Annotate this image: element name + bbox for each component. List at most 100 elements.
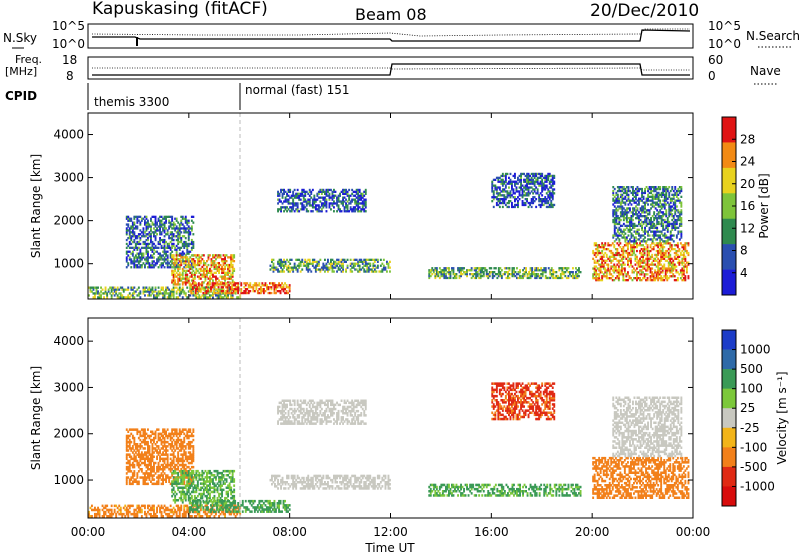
power-echo-cell	[169, 215, 172, 218]
power-echo-cell	[171, 227, 174, 230]
power-echo-cell	[186, 279, 189, 282]
power-echo-cell	[159, 292, 161, 295]
power-echo-cell	[533, 184, 536, 187]
power-echo-cell	[128, 231, 131, 234]
power-echo-cell	[659, 230, 662, 233]
power-echo-cell	[681, 246, 684, 249]
velocity-echo-cell	[153, 515, 155, 518]
power-echo-cell	[624, 197, 627, 200]
power-echo-cell	[660, 267, 663, 270]
velocity-echo-cell	[128, 459, 131, 463]
power-echo-cell	[503, 196, 506, 199]
power-echo-cell	[620, 257, 623, 260]
power-echo-cell	[544, 176, 547, 179]
power-echo-cell	[189, 260, 192, 263]
power-echo-cell	[655, 273, 658, 276]
power-echo-cell	[163, 221, 166, 224]
power-echo-cell	[678, 248, 681, 251]
power-echo-cell	[432, 269, 435, 272]
power-echo-cell	[140, 256, 143, 259]
power-echo-cell	[631, 251, 634, 255]
power-echo-cell	[314, 198, 317, 201]
power-echo-cell	[163, 256, 166, 259]
power-echo-cell	[535, 186, 538, 189]
power-echo-cell	[281, 196, 284, 199]
power-x-ticks	[87, 113, 694, 299]
power-echo-cell	[675, 234, 678, 237]
power-echo-cell	[636, 203, 639, 206]
power-echo-cell	[636, 209, 639, 212]
power-echo-cell	[666, 269, 669, 272]
power-echo-cell	[259, 288, 262, 291]
power-echo-cell	[526, 276, 529, 280]
power-echo-cell	[496, 273, 499, 276]
power-echo-cell	[337, 268, 340, 271]
power-echo-cell	[171, 237, 174, 240]
power-echo-cell	[627, 217, 630, 220]
power-echo-cell	[227, 277, 229, 280]
power-echo-cell	[193, 262, 196, 265]
power-echo-cell	[524, 198, 527, 201]
power-echo-cell	[608, 277, 611, 280]
power-echo-cell	[669, 269, 672, 272]
power-echo-cell	[339, 192, 341, 195]
power-echo-cell	[183, 244, 186, 248]
power-echo-cell	[199, 267, 202, 271]
power-echo-cell	[657, 215, 660, 218]
power-echo-cell	[617, 244, 620, 247]
power-echo-cell	[281, 192, 284, 195]
power-echo-cell	[370, 268, 373, 271]
power-echo-cell	[304, 260, 307, 263]
power-echo-cell	[561, 269, 564, 272]
power-echo-cell	[366, 266, 369, 269]
power-echo-cell	[625, 217, 628, 220]
power-echo-cell	[550, 269, 553, 272]
power-echo-cell	[187, 227, 190, 230]
power-echo-cell	[234, 292, 237, 295]
velocity-echo-cell	[128, 468, 131, 471]
power-echo-cell	[271, 258, 273, 261]
power-echo-cell	[550, 196, 553, 199]
power-echo-cell	[669, 197, 672, 200]
power-echo-cell	[638, 218, 640, 222]
power-colorbar-segment	[722, 218, 736, 245]
power-echo-cell	[562, 271, 565, 274]
velocity-echo-cell	[147, 504, 149, 508]
power-echo-cell	[677, 217, 680, 220]
power-echo-cell	[308, 258, 311, 261]
power-echo-cell	[680, 217, 683, 220]
power-echo-cell	[184, 275, 187, 278]
power-echo-cell	[621, 187, 624, 191]
power-echo-cell	[281, 270, 284, 273]
velocity-echo-cells	[88, 382, 690, 518]
power-echo-cell	[534, 269, 537, 272]
power-echo-cell	[181, 227, 184, 230]
power-echo-cell	[533, 200, 536, 203]
power-echo-cell	[685, 267, 688, 270]
power-echo-cell	[460, 274, 462, 278]
power-echo-cell	[599, 255, 602, 258]
power-echo-cell	[601, 249, 604, 253]
power-echo-cell	[366, 268, 369, 271]
power-echo-cell	[178, 240, 181, 244]
power-echo-cell	[491, 180, 494, 183]
power-echo-cell	[652, 277, 655, 280]
power-echo-cell	[131, 286, 134, 289]
power-echo-cell	[355, 192, 358, 195]
power-echo-cell	[307, 264, 310, 267]
power-echo-cell	[330, 188, 332, 192]
power-echo-cell	[302, 194, 305, 197]
power-echo-cell	[660, 191, 663, 195]
power-echo-cell	[665, 224, 668, 227]
power-echo-cell	[319, 206, 322, 209]
power-echo-cell	[147, 256, 149, 259]
power-echo-cell	[367, 270, 370, 273]
power-echo-cell	[128, 246, 131, 249]
power-echo-cell	[101, 288, 104, 291]
power-echo-cell	[633, 209, 636, 212]
power-echo-cell	[153, 231, 155, 234]
power-echo-cell	[186, 269, 189, 272]
power-echo-cell	[301, 258, 304, 261]
power-echo-cell	[278, 258, 281, 261]
power-echo-cell	[184, 244, 187, 248]
